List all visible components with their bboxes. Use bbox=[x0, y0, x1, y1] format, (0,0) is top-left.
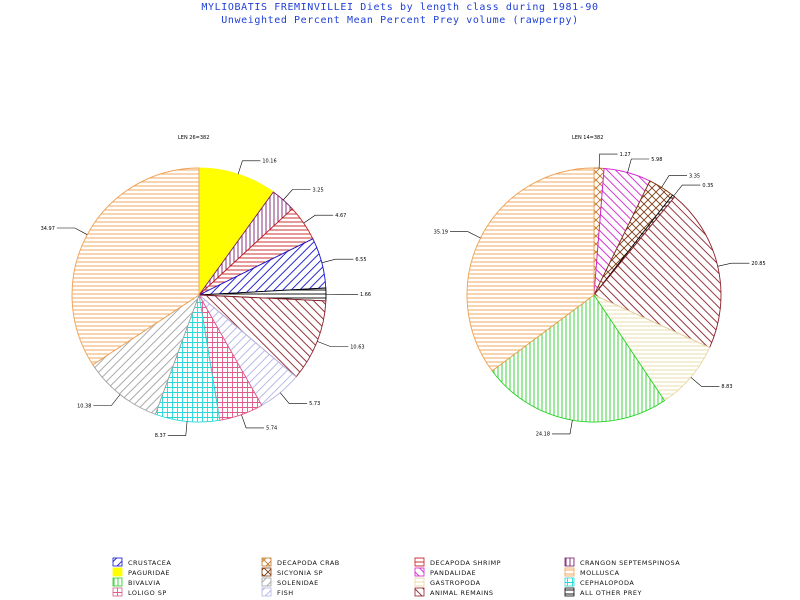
slice-value-label: 6.55 bbox=[355, 257, 366, 263]
leader-line bbox=[661, 175, 687, 188]
slice-mollusca bbox=[466, 167, 595, 372]
legend-label: GASTROPODA bbox=[430, 579, 481, 587]
legend-item-decapoda-crab: DECAPODA CRAB bbox=[261, 557, 340, 567]
legend-label: CRANGON SEPTEMSPINOSA bbox=[580, 559, 680, 567]
legend-item-solenidae: SOLENIDAE bbox=[261, 577, 319, 587]
leader-line bbox=[598, 153, 618, 169]
legend-item-cephalopoda: CEPHALOPODA bbox=[564, 577, 634, 587]
legend-swatch bbox=[261, 567, 272, 577]
legend-swatch bbox=[414, 557, 425, 567]
legend-item-loligo-sp: LOLIGO SP bbox=[112, 587, 167, 597]
slice-value-label: 5.98 bbox=[651, 157, 662, 163]
legend-swatch bbox=[564, 567, 575, 577]
leader-line bbox=[450, 231, 481, 239]
legend-label: MOLLUSCA bbox=[580, 569, 620, 577]
legend: CRUSTACEA DECAPODA CRAB DECAPODA SHRIMP CRA… bbox=[112, 557, 680, 597]
legend-label: SICYONIA SP bbox=[277, 569, 323, 577]
slice-value-label: 1.66 bbox=[360, 292, 371, 298]
legend-item-crustacea: CRUSTACEA bbox=[112, 557, 171, 567]
legend-swatch bbox=[112, 587, 123, 597]
chart-subtitle: Unweighted Percent Mean Percent Prey vol… bbox=[221, 15, 579, 26]
legend-label: ALL OTHER PREY bbox=[580, 589, 642, 597]
leader-line bbox=[93, 394, 121, 406]
legend-item-pandalidae: PANDALIDAE bbox=[414, 567, 476, 577]
legend-item-sicyonia-sp: SICYONIA SP bbox=[261, 567, 323, 577]
slice-value-label: 3.25 bbox=[313, 187, 324, 193]
legend-swatch bbox=[112, 557, 123, 567]
legend-swatch bbox=[414, 577, 425, 587]
pie-2: 1.27 5.98 3.350.35 20.85 8.83 24.18 35.19 LEN 1… bbox=[434, 135, 766, 438]
slice-value-label: 8.83 bbox=[721, 384, 732, 390]
legend-swatch bbox=[112, 567, 123, 577]
legend-swatch bbox=[112, 577, 123, 587]
slice-value-label: 24.18 bbox=[536, 432, 550, 438]
legend-swatch bbox=[414, 587, 425, 597]
slice-value-label: 20.85 bbox=[751, 261, 765, 267]
legend-label: ANIMAL REMAINS bbox=[430, 589, 494, 597]
leader-line bbox=[552, 420, 573, 435]
slice-mollusca bbox=[71, 167, 200, 366]
legend-item-all-other-prey: ALL OTHER PREY bbox=[564, 587, 642, 597]
legend-swatch bbox=[261, 587, 272, 597]
legend-label: PANDALIDAE bbox=[430, 569, 476, 577]
legend-label: LOLIGO SP bbox=[128, 589, 167, 597]
slice-solenidae bbox=[92, 293, 200, 415]
legend-label: DECAPODA CRAB bbox=[277, 559, 340, 567]
leader-line bbox=[627, 158, 650, 173]
slice-value-label: 3.35 bbox=[689, 173, 700, 179]
pie-1: 10.16 3.25 4.67 6.55 1.66 10.63 5.73 5.74 8.37 10… bbox=[41, 135, 372, 439]
legend-swatch bbox=[564, 577, 575, 587]
slice-value-label: 4.67 bbox=[335, 213, 346, 219]
legend-label: BIVALVIA bbox=[128, 579, 161, 587]
legend-label: CRUSTACEA bbox=[128, 559, 171, 567]
leader-line bbox=[241, 414, 265, 429]
legend-label: CEPHALOPODA bbox=[580, 579, 634, 587]
leader-line bbox=[282, 189, 311, 201]
leader-line bbox=[717, 262, 750, 267]
legend-label: SOLENIDAE bbox=[277, 579, 319, 587]
leader-line bbox=[303, 214, 334, 224]
slice-value-label: 0.35 bbox=[702, 183, 713, 189]
legend-label: PAGURIDAE bbox=[128, 569, 170, 577]
leader-line bbox=[56, 227, 88, 235]
chart-title: MYLIOBATIS FREMINVILLEI Diets by length … bbox=[201, 2, 599, 13]
slice-value-label: 1.27 bbox=[620, 152, 631, 158]
leader-line bbox=[317, 341, 349, 347]
legend-item-paguridae: PAGURIDAE bbox=[112, 567, 170, 577]
legend-item-gastropoda: GASTROPODA bbox=[414, 577, 481, 587]
legend-item-animal-remains: ANIMAL REMAINS bbox=[414, 587, 494, 597]
slice-value-label: 34.97 bbox=[41, 226, 55, 232]
legend-item-crangon-septemspinosa: CRANGON SEPTEMSPINOSA bbox=[564, 557, 680, 567]
leader-line bbox=[237, 160, 261, 175]
legend-label: FISH bbox=[277, 589, 294, 597]
legend-label: DECAPODA SHRIMP bbox=[430, 559, 501, 567]
legend-item-bivalvia: BIVALVIA bbox=[112, 577, 161, 587]
slice-animal-remains bbox=[197, 294, 327, 378]
legend-swatch bbox=[261, 577, 272, 587]
leader-line bbox=[167, 421, 188, 436]
pie-group-label: LEN 14=382 bbox=[572, 135, 603, 141]
legend-item-mollusca: MOLLUSCA bbox=[564, 567, 620, 577]
leader-line bbox=[690, 377, 720, 387]
slice-value-label: 10.16 bbox=[262, 159, 276, 165]
legend-swatch bbox=[414, 567, 425, 577]
legend-item-decapoda-shrimp: DECAPODA SHRIMP bbox=[414, 557, 501, 567]
legend-swatch bbox=[261, 557, 272, 567]
slice-value-label: 10.38 bbox=[77, 403, 91, 409]
pie-group-label: LEN 26=382 bbox=[178, 135, 209, 141]
leader-line bbox=[321, 258, 354, 264]
slice-value-label: 10.63 bbox=[350, 344, 364, 350]
legend-swatch bbox=[564, 557, 575, 567]
slice-bivalvia bbox=[491, 294, 666, 423]
slice-value-label: 5.74 bbox=[266, 426, 277, 432]
leader-line bbox=[673, 184, 701, 197]
legend-swatch bbox=[564, 587, 575, 597]
legend-item-fish: FISH bbox=[261, 587, 294, 597]
leader-line bbox=[279, 392, 308, 404]
slice-paguridae bbox=[198, 167, 274, 297]
slice-value-label: 8.37 bbox=[155, 433, 166, 439]
slice-value-label: 5.73 bbox=[309, 401, 320, 407]
slice-value-label: 35.19 bbox=[434, 230, 448, 236]
